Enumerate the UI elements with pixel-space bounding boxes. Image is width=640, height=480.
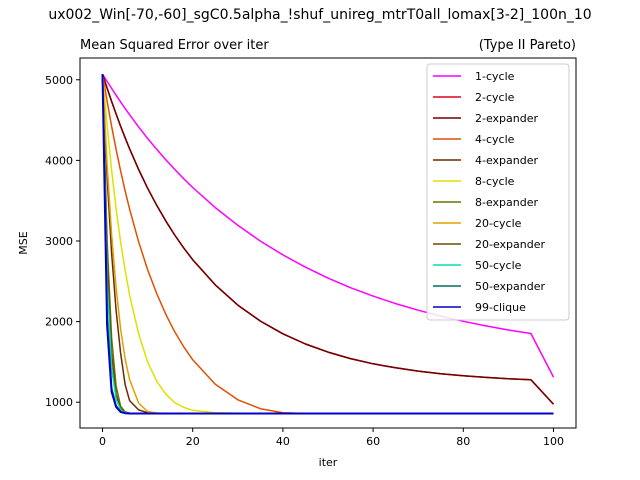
chart-subtitle: (Type II Pareto) [479,38,576,53]
series-line-2-expander [101,73,555,405]
y-tick-label: 4000 [45,154,73,167]
legend-label-50-expander: 50-expander [475,280,545,293]
x-tick-label: 40 [276,435,290,448]
series-line-99-clique [101,74,554,415]
x-tick-label: 100 [543,435,564,448]
legend-label-4-expander: 4-expander [475,154,538,167]
x-tick-label: 80 [456,435,470,448]
y-tick-label: 2000 [45,316,73,329]
x-tick-label: 60 [366,435,380,448]
legend-label-8-expander: 8-expander [475,196,538,209]
legend-label-99-clique: 99-clique [475,301,526,314]
y-tick-label: 5000 [45,74,73,87]
legend-label-2-expander: 2-expander [475,112,538,125]
y-axis-label: MSE [17,231,30,254]
axis-ticks: 0 20 40 60 80 100 1000 2000 3000 4000 5000 [45,74,564,448]
chart-title: Mean Squared Error over iter [80,38,269,53]
y-tick-label: 1000 [45,396,73,409]
legend-label-20-expander: 20-expander [475,238,545,251]
legend-label-50-cycle: 50-cycle [475,259,522,272]
x-tick-label: 20 [186,435,200,448]
legend-label-1-cycle: 1-cycle [475,70,515,83]
x-tick-label: 0 [99,435,106,448]
legend-label-8-cycle: 8-cycle [475,175,515,188]
legend-label-2-cycle: 2-cycle [475,91,515,104]
legend-label-20-cycle: 20-cycle [475,217,522,230]
legend: 1-cycle 2-cycle 2-expander 4-cycle 4-expande… [426,63,570,321]
figure-suptitle: ux002_Win[-70,-60]_sgC0.5alpha_!shuf_uni… [48,7,591,23]
legend-box [426,63,570,321]
legend-label-4-cycle: 4-cycle [475,133,515,146]
plot-lines [101,73,555,415]
x-axis-label: iter [319,456,338,469]
plot-frame [79,57,577,429]
y-tick-label: 3000 [45,235,73,248]
